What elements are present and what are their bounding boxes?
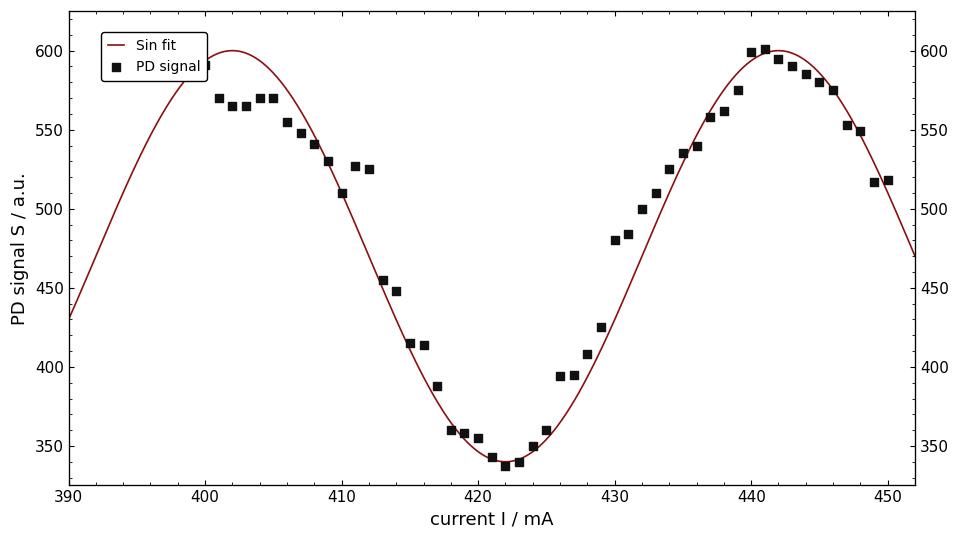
PD signal [771,54,786,63]
Line: Sin fit: Sin fit [68,51,915,462]
PD signal [416,340,431,349]
PD signal [593,323,609,332]
PD signal [334,188,349,197]
PD signal [266,94,281,103]
PD signal [457,429,472,437]
PD signal [784,62,800,71]
Sin fit [885,198,897,204]
PD signal [129,57,144,66]
PD signal [675,149,690,158]
Sin fit [909,253,921,259]
PD signal [880,176,896,185]
PD signal [348,162,363,171]
Y-axis label: PD signal S / a.u.: PD signal S / a.u. [12,172,29,325]
PD signal [703,113,718,122]
Legend: Sin fit, PD signal: Sin fit, PD signal [101,32,207,81]
PD signal [211,94,227,103]
PD signal [252,94,267,103]
PD signal [512,457,527,466]
PD signal [198,60,213,69]
PD signal [635,205,650,213]
PD signal [648,188,663,197]
PD signal [607,236,622,245]
PD signal [402,339,418,347]
PD signal [539,426,554,435]
Sin fit [452,429,464,435]
PD signal [429,382,444,390]
PD signal [306,140,322,149]
PD signal [115,60,131,69]
X-axis label: current I / mA: current I / mA [430,511,554,529]
PD signal [743,48,758,57]
PD signal [102,65,117,74]
Sin fit [885,197,897,203]
PD signal [470,434,486,442]
PD signal [866,178,881,186]
PD signal [566,370,582,379]
PD signal [839,120,854,129]
PD signal [525,442,540,450]
PD signal [143,56,158,64]
PD signal [321,157,336,166]
Sin fit [227,48,238,54]
PD signal [716,106,732,115]
Sin fit [62,316,74,323]
PD signal [444,426,459,435]
PD signal [156,57,172,66]
PD signal [798,70,813,79]
PD signal [170,59,185,68]
PD signal [497,462,513,471]
PD signal [620,230,636,238]
Sin fit [731,72,742,78]
Sin fit [500,458,512,465]
Sin fit [106,215,117,222]
PD signal [484,453,499,461]
PD signal [361,165,376,173]
PD signal [826,86,841,94]
PD signal [757,45,773,53]
PD signal [238,102,253,110]
PD signal [730,86,745,94]
PD signal [852,127,868,136]
PD signal [279,118,295,126]
PD signal [293,129,308,137]
PD signal [225,102,240,110]
PD signal [389,287,404,295]
PD signal [661,165,677,173]
PD signal [580,350,595,359]
PD signal [689,141,705,150]
Sin fit [475,450,487,457]
PD signal [552,372,567,381]
PD signal [183,60,199,69]
PD signal [374,275,390,284]
PD signal [812,78,828,86]
